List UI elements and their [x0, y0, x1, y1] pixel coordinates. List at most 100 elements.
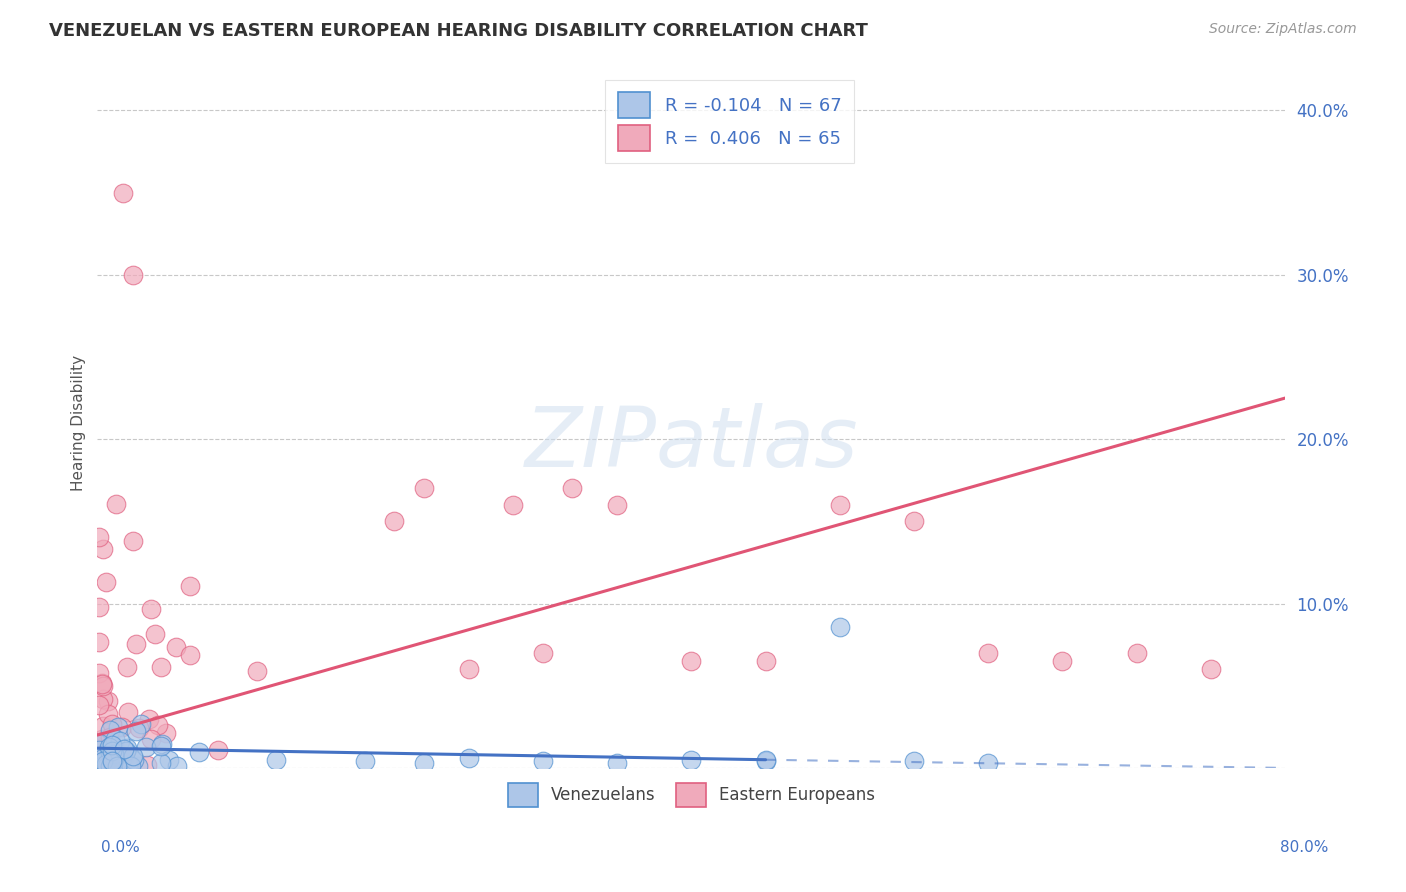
Point [138, 712, 160, 726]
Point [111, 186, 134, 200]
Point [382, 514, 405, 528]
Point [149, 739, 172, 753]
Point [115, 741, 138, 756]
Point [1125, 646, 1147, 660]
Point [188, 745, 211, 759]
Point [754, 755, 776, 769]
Point [93, 740, 115, 755]
Point [129, 717, 152, 731]
Point [264, 753, 287, 767]
Point [606, 756, 628, 770]
Point [96, 759, 118, 773]
Point [107, 759, 129, 773]
Point [100, 754, 122, 768]
Point [977, 646, 1000, 660]
Point [93, 759, 115, 773]
Point [91, 719, 114, 733]
Point [104, 749, 127, 764]
Point [127, 759, 149, 773]
Point [754, 753, 776, 767]
Point [977, 756, 1000, 770]
Point [828, 498, 851, 512]
Point [103, 739, 125, 754]
Point [96, 753, 118, 767]
Point [91, 732, 114, 747]
Point [104, 732, 127, 747]
Point [98, 723, 121, 737]
Point [143, 627, 166, 641]
Point [90, 758, 112, 772]
Point [115, 660, 138, 674]
Point [89, 759, 111, 773]
Point [531, 755, 554, 769]
Point [93, 542, 115, 557]
Point [91, 679, 114, 693]
Point [103, 752, 125, 766]
Point [93, 756, 115, 770]
Point [179, 579, 201, 593]
Point [165, 640, 187, 655]
Point [104, 746, 127, 760]
Point [141, 731, 163, 746]
Point [89, 736, 111, 750]
Point [94, 574, 117, 589]
Point [112, 742, 135, 756]
Point [87, 737, 110, 751]
Point [117, 757, 139, 772]
Point [91, 677, 114, 691]
Point [148, 718, 170, 732]
Point [101, 739, 124, 753]
Point [97, 706, 120, 721]
Point [681, 753, 703, 767]
Point [87, 743, 110, 757]
Point [89, 665, 111, 680]
Point [100, 755, 122, 769]
Point [413, 482, 436, 496]
Point [117, 706, 139, 720]
Text: Source: ZipAtlas.com: Source: ZipAtlas.com [1209, 22, 1357, 37]
Point [93, 751, 115, 765]
Point [93, 745, 115, 759]
Point [828, 619, 851, 633]
Point [457, 662, 479, 676]
Point [413, 756, 436, 770]
Point [98, 739, 121, 754]
Point [100, 731, 122, 745]
Point [114, 749, 136, 764]
Point [128, 722, 150, 736]
Point [121, 268, 143, 282]
Point [150, 737, 173, 751]
Text: VENEZUELAN VS EASTERN EUROPEAN HEARING DISABILITY CORRELATION CHART: VENEZUELAN VS EASTERN EUROPEAN HEARING D… [49, 22, 868, 40]
Point [104, 753, 127, 767]
Point [124, 753, 146, 767]
Point [111, 752, 134, 766]
Text: 80.0%: 80.0% [1281, 840, 1329, 855]
Point [207, 743, 229, 757]
Point [111, 721, 134, 735]
Point [112, 750, 135, 764]
Point [150, 756, 173, 771]
Point [105, 754, 128, 768]
Point [111, 755, 134, 769]
Point [108, 733, 131, 747]
Point [149, 660, 172, 674]
Point [93, 691, 115, 706]
Point [105, 759, 128, 773]
Point [96, 747, 118, 761]
Point [125, 724, 148, 739]
Point [353, 755, 375, 769]
Point [87, 754, 110, 768]
Point [157, 753, 180, 767]
Point [120, 759, 142, 773]
Point [87, 698, 110, 712]
Point [125, 637, 148, 651]
Point [91, 754, 114, 768]
Point [89, 600, 111, 615]
Point [94, 756, 117, 771]
Point [98, 759, 121, 773]
Point [89, 759, 111, 773]
Point [179, 648, 201, 663]
Point [107, 720, 129, 734]
Point [87, 635, 110, 649]
Text: 0.0%: 0.0% [101, 840, 141, 855]
